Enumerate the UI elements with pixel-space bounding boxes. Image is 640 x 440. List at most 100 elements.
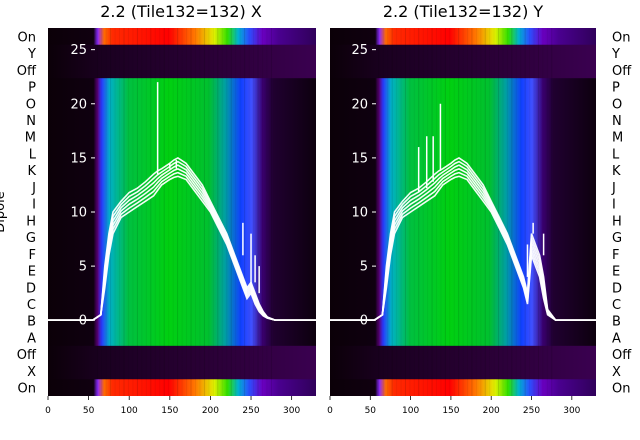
panel-title: 2.2 (Tile132=132) Y bbox=[383, 2, 544, 21]
heatmap-stripe bbox=[444, 28, 446, 396]
heatmap-stripe bbox=[110, 28, 112, 396]
heatmap-row bbox=[330, 345, 596, 364]
heatmap-stripe bbox=[435, 28, 437, 396]
overlay-plot: 25 20 15 10 5 0 bbox=[330, 43, 596, 329]
heatmap-stripe bbox=[181, 28, 183, 396]
heatmap-stripe bbox=[413, 28, 415, 396]
overlay-tick-label: 5 bbox=[79, 260, 87, 275]
x-tick-label: 300 bbox=[563, 406, 580, 416]
heatmap-row bbox=[48, 345, 316, 364]
y-tick-label: E bbox=[28, 265, 36, 280]
heatmap-stripe bbox=[194, 28, 196, 396]
heatmap-stripe bbox=[511, 28, 513, 396]
y-tick-label: P bbox=[612, 81, 620, 96]
x-tick-label: 50 bbox=[365, 406, 377, 416]
y-tick-label: Y bbox=[27, 47, 36, 62]
y-tick-label: P bbox=[28, 81, 36, 96]
heatmap-row bbox=[48, 245, 316, 263]
heatmap-stripe bbox=[422, 28, 424, 396]
y-tick-label: O bbox=[612, 97, 622, 112]
heatmap-stripe bbox=[418, 28, 420, 396]
y-tick-label: I bbox=[612, 198, 616, 213]
x-tick-label: 100 bbox=[402, 406, 419, 416]
y-tick-label: K bbox=[27, 164, 36, 179]
overlay-tick-label: 0 bbox=[79, 314, 87, 329]
heatmap-stripe bbox=[141, 28, 143, 396]
heatmap-stripe bbox=[427, 28, 429, 396]
y-tick-label: D bbox=[612, 281, 622, 296]
heatmap-stripe bbox=[542, 28, 544, 396]
heatmap-stripe bbox=[203, 28, 205, 396]
heatmap-stripe bbox=[449, 28, 451, 396]
x-tick-label: 200 bbox=[483, 406, 500, 416]
heatmap-stripe bbox=[431, 28, 433, 396]
heatmap-stripe bbox=[489, 28, 491, 396]
heatmap-stripe bbox=[475, 28, 477, 396]
heatmap-stripe bbox=[467, 28, 468, 396]
x-tick-label: 300 bbox=[283, 406, 300, 416]
heatmap-row bbox=[48, 178, 316, 196]
heatmap-stripe bbox=[506, 28, 508, 396]
y-tick-label: A bbox=[27, 331, 36, 346]
heatmap-row bbox=[330, 61, 596, 79]
heatmap-stripe bbox=[546, 28, 548, 396]
heatmap-stripe bbox=[136, 28, 138, 396]
y-tick-label: C bbox=[612, 298, 621, 313]
panel-title: 2.2 (Tile132=132) X bbox=[100, 2, 262, 21]
x-axis-ticks: 0 50 100 150 200 250 300 bbox=[327, 396, 581, 416]
heatmap-stripe bbox=[190, 28, 192, 396]
heatmap-stripe bbox=[150, 28, 152, 396]
heatmap-stripe bbox=[537, 28, 539, 396]
overlay-tick-label: 20 bbox=[351, 97, 368, 112]
heatmap-stripe bbox=[257, 28, 259, 396]
x-tick-label: 0 bbox=[327, 406, 333, 416]
heatmap-stripe bbox=[159, 28, 161, 396]
heatmap-stripe bbox=[208, 28, 210, 396]
heatmap-row bbox=[330, 145, 596, 163]
y-tick-label: Y bbox=[611, 47, 620, 62]
y-tick-label: N bbox=[612, 114, 622, 129]
overlay-tick-label: 15 bbox=[70, 151, 87, 166]
heatmap-stripe bbox=[168, 28, 170, 396]
y-tick-label: Off bbox=[612, 64, 632, 79]
y-tick-label: H bbox=[612, 214, 622, 229]
y-tick-label: N bbox=[26, 114, 36, 129]
heatmap-stripe bbox=[101, 28, 103, 396]
heatmap-stripe bbox=[520, 28, 522, 396]
heatmap-row bbox=[48, 262, 316, 280]
x-tick-label: 50 bbox=[83, 406, 95, 416]
x-tick-label: 150 bbox=[161, 406, 178, 416]
heatmap-stripe bbox=[480, 28, 482, 396]
heatmap-stripe bbox=[453, 28, 455, 396]
y-tick-label: D bbox=[26, 281, 36, 296]
overlay-trace bbox=[330, 175, 596, 322]
heatmap-stripe bbox=[248, 28, 250, 396]
heatmap-row bbox=[330, 78, 596, 96]
heatmap-stripe bbox=[244, 28, 246, 396]
overlay-tick-label: 20 bbox=[70, 97, 87, 112]
heatmap-stripe bbox=[239, 28, 241, 396]
heatmap-stripe bbox=[498, 28, 500, 396]
overlay-trace bbox=[330, 164, 596, 322]
heatmap-stripe bbox=[132, 28, 134, 396]
heatmap-row bbox=[330, 44, 596, 63]
heatmap-stripe bbox=[177, 28, 179, 396]
heatmap-row bbox=[330, 94, 596, 113]
overlay-trace bbox=[330, 156, 596, 322]
y-tick-label: A bbox=[612, 331, 621, 346]
heatmap-stripe bbox=[387, 28, 389, 396]
heatmap-row bbox=[48, 44, 316, 63]
heatmap-stripe bbox=[378, 28, 380, 396]
y-tick-label: G bbox=[26, 231, 36, 246]
y-tick-label: On bbox=[612, 382, 630, 397]
y-tick-label: Off bbox=[17, 64, 37, 79]
heatmap-row bbox=[330, 329, 596, 347]
y-tick-label: I bbox=[32, 198, 36, 213]
heatmap-row bbox=[330, 295, 596, 313]
y-tick-label: M bbox=[25, 131, 36, 146]
heatmap-row bbox=[330, 128, 596, 146]
heatmap bbox=[330, 28, 596, 396]
heatmap-row bbox=[330, 28, 596, 46]
heatmap-stripe bbox=[105, 28, 107, 396]
